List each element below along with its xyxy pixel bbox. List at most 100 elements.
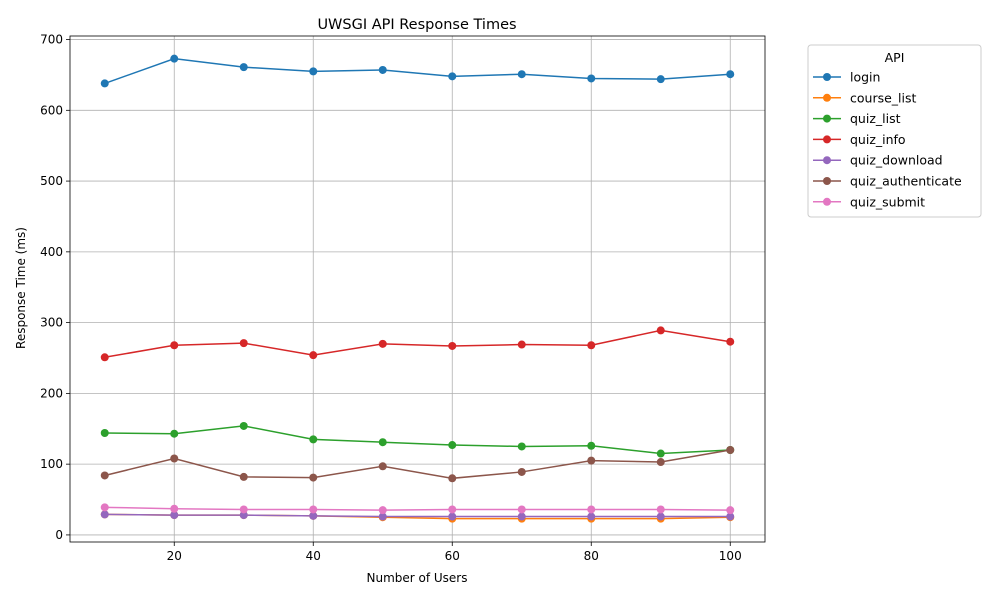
data-point [656, 505, 665, 514]
legend-label: quiz_list [850, 111, 901, 126]
data-point [378, 339, 387, 348]
legend-label: quiz_download [850, 153, 943, 168]
data-point [726, 512, 735, 521]
data-point [309, 473, 318, 482]
data-point [239, 63, 248, 72]
data-point [517, 512, 526, 521]
data-point [726, 506, 735, 515]
data-point [656, 326, 665, 335]
legend-item: quiz_download [813, 153, 943, 168]
legend-swatch-marker [823, 93, 831, 102]
y-axis-title: Response Time (ms) [14, 227, 28, 349]
data-point [726, 337, 735, 346]
y-tick-label: 500 [40, 174, 63, 188]
data-point [100, 471, 109, 480]
y-tick-label: 0 [55, 528, 63, 542]
legend-title: API [885, 50, 905, 65]
x-tick-label: 60 [445, 549, 460, 563]
data-point [517, 467, 526, 476]
data-point [309, 435, 318, 444]
data-point [170, 504, 179, 513]
data-point [309, 351, 318, 360]
legend-label: quiz_authenticate [850, 174, 962, 189]
series-quiz_submit [100, 503, 735, 515]
data-point [239, 472, 248, 481]
data-point [656, 512, 665, 521]
data-point [170, 429, 179, 438]
data-point [587, 74, 596, 83]
series-quiz_list [100, 421, 735, 458]
data-point [656, 75, 665, 84]
data-point [170, 454, 179, 463]
data-point [378, 65, 387, 74]
data-point [656, 449, 665, 458]
data-point [309, 511, 318, 520]
series-line [104, 513, 731, 518]
data-point [309, 67, 318, 76]
y-tick-label: 100 [40, 457, 63, 471]
data-point [239, 339, 248, 348]
series-login [100, 54, 735, 88]
legend-item: course_list [813, 90, 916, 105]
data-point [100, 503, 109, 512]
data-point [309, 505, 318, 514]
data-point [100, 510, 109, 519]
data-point [517, 70, 526, 79]
data-point [378, 438, 387, 447]
legend-label: login [850, 70, 880, 85]
data-point [726, 70, 735, 79]
series-quiz_authenticate [100, 446, 735, 483]
data-point [517, 442, 526, 451]
series-line [104, 425, 731, 455]
data-point [100, 79, 109, 88]
legend-swatch-marker [823, 114, 831, 123]
data-point [587, 505, 596, 514]
y-tick-label: 300 [40, 316, 63, 330]
series-line [104, 329, 731, 359]
y-tick-label: 600 [40, 103, 63, 117]
data-point [587, 441, 596, 450]
legend-swatch-marker [823, 73, 831, 81]
series-quiz_download [100, 510, 735, 521]
data-point [170, 341, 179, 350]
data-point [448, 474, 457, 483]
legend-label: quiz_info [850, 132, 906, 147]
legend-item: login [813, 70, 880, 85]
legend-swatch-marker [823, 197, 831, 206]
legend-swatch-marker [823, 156, 831, 165]
grid [70, 36, 765, 542]
data-point [378, 462, 387, 471]
data-point [517, 505, 526, 514]
x-axis-title: Number of Users [366, 571, 467, 585]
legend-item: quiz_submit [813, 194, 925, 209]
legend-swatch-marker [823, 177, 831, 185]
data-point [587, 512, 596, 521]
data-point [239, 505, 248, 514]
legend-swatch-marker [823, 135, 831, 144]
series-quiz_info [100, 326, 735, 362]
x-tick-label: 100 [719, 549, 742, 563]
data-point [170, 54, 179, 63]
x-tick-label: 20 [167, 549, 182, 563]
x-tick-label: 80 [584, 549, 599, 563]
plot-frame [69, 35, 766, 543]
data-point [656, 458, 665, 467]
data-point [378, 512, 387, 521]
y-tick-label: 200 [40, 386, 63, 400]
data-point [448, 441, 457, 450]
data-point [587, 456, 596, 465]
data-point [100, 353, 109, 362]
y-tick-label: 700 [40, 33, 63, 47]
legend-box [807, 44, 982, 218]
data-point [726, 446, 735, 454]
data-point [100, 429, 109, 438]
data-point [448, 72, 457, 81]
legend-label: quiz_submit [850, 194, 925, 209]
data-point [448, 505, 457, 514]
legend: API login course_list quiz_list quiz_infoqui… [807, 44, 982, 218]
data-point [448, 512, 457, 521]
series-line [104, 506, 731, 511]
y-tick-label: 400 [40, 245, 63, 259]
